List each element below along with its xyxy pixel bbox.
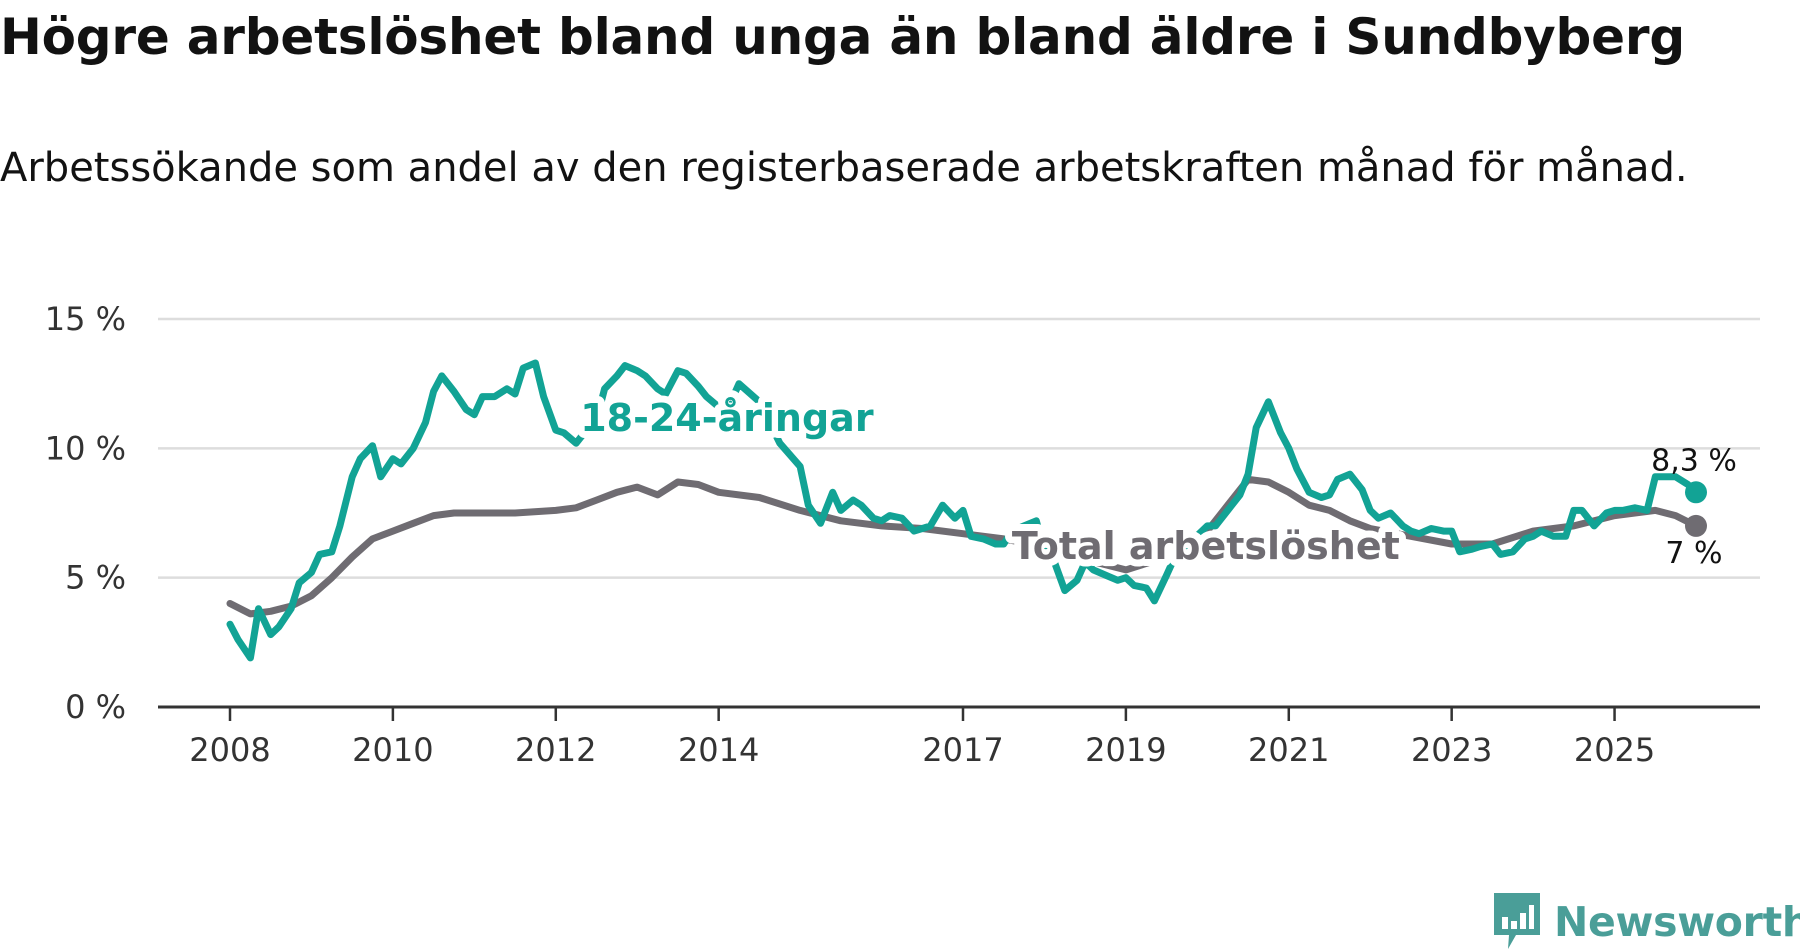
gridlines [158, 317, 1760, 579]
series-lines [226, 359, 1700, 662]
x-tick-label: 2017 [922, 731, 1003, 769]
end-total-value-label: 7 % [1665, 536, 1722, 571]
y-axis-ticks: 0 % 5 % 10 % 15 % [45, 300, 126, 726]
series-label-total: Total arbetslöshet [1012, 524, 1400, 568]
chart-subtitle: Arbetssökande som andel av den registerb… [0, 145, 1688, 191]
x-axis: 2008 2010 2012 2014 2017 2019 2021 2023 2025 [158, 705, 1760, 769]
x-tick-label: 2023 [1411, 731, 1492, 769]
end-markers: 8,3 % 7 % [1651, 443, 1737, 571]
series-label-total-halo: Total arbetslöshet [1012, 524, 1400, 568]
x-tick-label: 2021 [1248, 731, 1329, 769]
x-tick-label: 2012 [515, 731, 596, 769]
x-tick-label: 2008 [189, 731, 270, 769]
y-tick-label: 15 % [45, 300, 126, 338]
y-tick-label: 10 % [45, 429, 126, 467]
series-line-18-24 [226, 359, 1700, 662]
series-line-total [226, 475, 1700, 618]
end-total-dot [1685, 514, 1707, 537]
end-18-24-value-label: 8,3 % [1651, 443, 1737, 478]
end-18-24-dot [1685, 481, 1707, 504]
y-tick-label: 0 % [65, 688, 126, 726]
x-tick-label: 2019 [1085, 731, 1166, 769]
chart-title: Högre arbetslöshet bland unga än bland ä… [0, 8, 1685, 66]
x-tick-label: 2010 [352, 731, 433, 769]
x-tick-label: 2014 [678, 731, 759, 769]
series-label-18-24-halo: 18-24-åringar [580, 396, 874, 440]
newsworthy-logo: Newsworthy [1494, 893, 1800, 951]
x-tick-label: 2025 [1574, 731, 1655, 769]
newsworthy-logo-icon [1494, 893, 1540, 949]
series-label-18-24: 18-24-åringar [580, 396, 874, 440]
newsworthy-logo-text: Newsworthy [1554, 898, 1800, 946]
y-tick-label: 5 % [65, 559, 126, 597]
